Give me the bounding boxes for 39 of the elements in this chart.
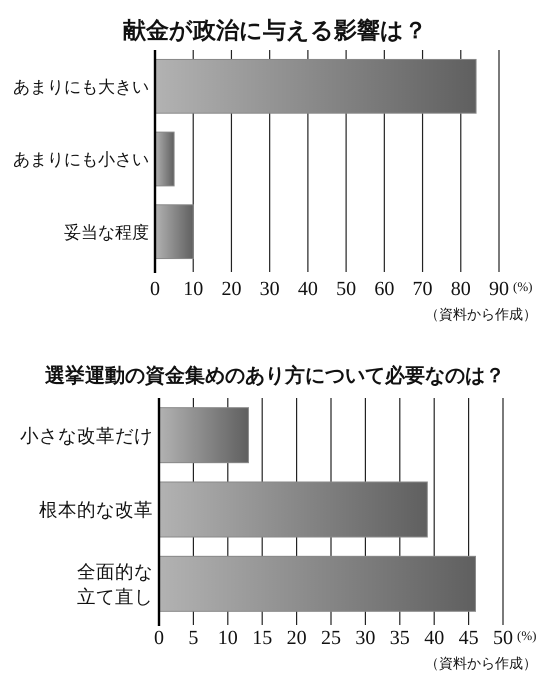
x-tick-label: 45 [458, 627, 479, 649]
bar [154, 132, 175, 186]
x-tick-label: 50 [336, 278, 356, 300]
y-tick-label: 全面的な立て直し [77, 562, 153, 608]
text: （資料から作成） [425, 307, 537, 323]
x-tick-label: 10 [218, 627, 238, 649]
x-tick-label: 30 [260, 278, 280, 300]
x-tick-label: 5 [188, 627, 198, 649]
x-tick-label: 35 [390, 627, 410, 649]
x-tick-label: 30 [355, 627, 376, 649]
x-tick-label: 25 [321, 627, 341, 649]
y-tick-label: 小さな改革だけ [20, 426, 153, 447]
x-tick-label: 40 [298, 278, 318, 300]
bar [158, 407, 249, 464]
x-tick-label: 80 [450, 278, 471, 300]
bar [154, 204, 194, 260]
y-tick-label: 根本的な改革 [39, 500, 153, 522]
y-tick-label: あまりにも小さい [13, 150, 149, 170]
bar [154, 58, 477, 114]
x-tick-label: 15 [252, 627, 272, 649]
text: （資料から作成） [425, 656, 537, 672]
y-tick-label: 妥当な程度 [64, 222, 149, 242]
x-tick-label: 20 [286, 627, 307, 649]
x-tick-label: 40 [424, 627, 444, 649]
y-tick-label: あまりにも大きい [13, 77, 149, 96]
x-tick-label: 0 [154, 627, 164, 649]
x-tick-label: 60 [374, 278, 394, 300]
x-tick-label: 50 [493, 627, 513, 649]
x-tick-label: 70 [412, 278, 433, 300]
x-tick-label: 90 [489, 278, 509, 300]
chart-title: 選挙運動の資金集めのあり方について必要なのは？ [45, 363, 505, 387]
x-tick-label: 20 [221, 278, 242, 300]
bar [158, 556, 476, 612]
x-tick-label: 10 [183, 278, 204, 300]
bar [158, 481, 428, 538]
x-axis-title: (%) [513, 279, 532, 294]
x-axis-title: (%) [517, 628, 536, 643]
chart-title: 献金が政治に与える影響は？ [123, 18, 427, 44]
x-tick-label: 0 [150, 278, 160, 300]
